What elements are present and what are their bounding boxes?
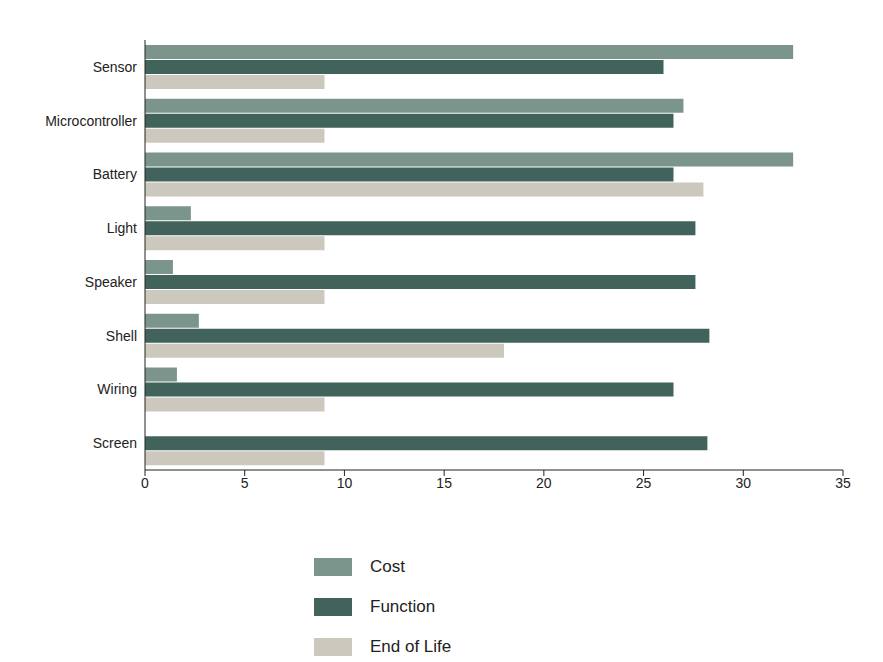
svg-text:Light: Light	[107, 220, 137, 236]
svg-text:25: 25	[636, 475, 652, 491]
svg-text:Wiring: Wiring	[97, 381, 137, 397]
html-text:Function: Function	[370, 597, 436, 616]
svg-text:Microcontroller: Microcontroller	[45, 113, 137, 129]
svg-text:20: 20	[536, 475, 552, 491]
html-text:End of Life: End of Life	[370, 637, 452, 656]
svg-text:Shell: Shell	[106, 328, 137, 344]
svg-text:Sensor: Sensor	[93, 59, 138, 75]
svg-text:Battery: Battery	[93, 166, 137, 182]
svg-text:10: 10	[337, 475, 353, 491]
svg-text:15: 15	[436, 475, 452, 491]
html-text:Cost: Cost	[370, 557, 405, 576]
svg-text:5: 5	[241, 475, 249, 491]
svg-text:Speaker: Speaker	[85, 274, 137, 290]
svg-text:Screen: Screen	[93, 435, 137, 451]
svg-text:30: 30	[735, 475, 751, 491]
svg-text:35: 35	[835, 475, 851, 491]
svg-text:0: 0	[141, 475, 149, 491]
